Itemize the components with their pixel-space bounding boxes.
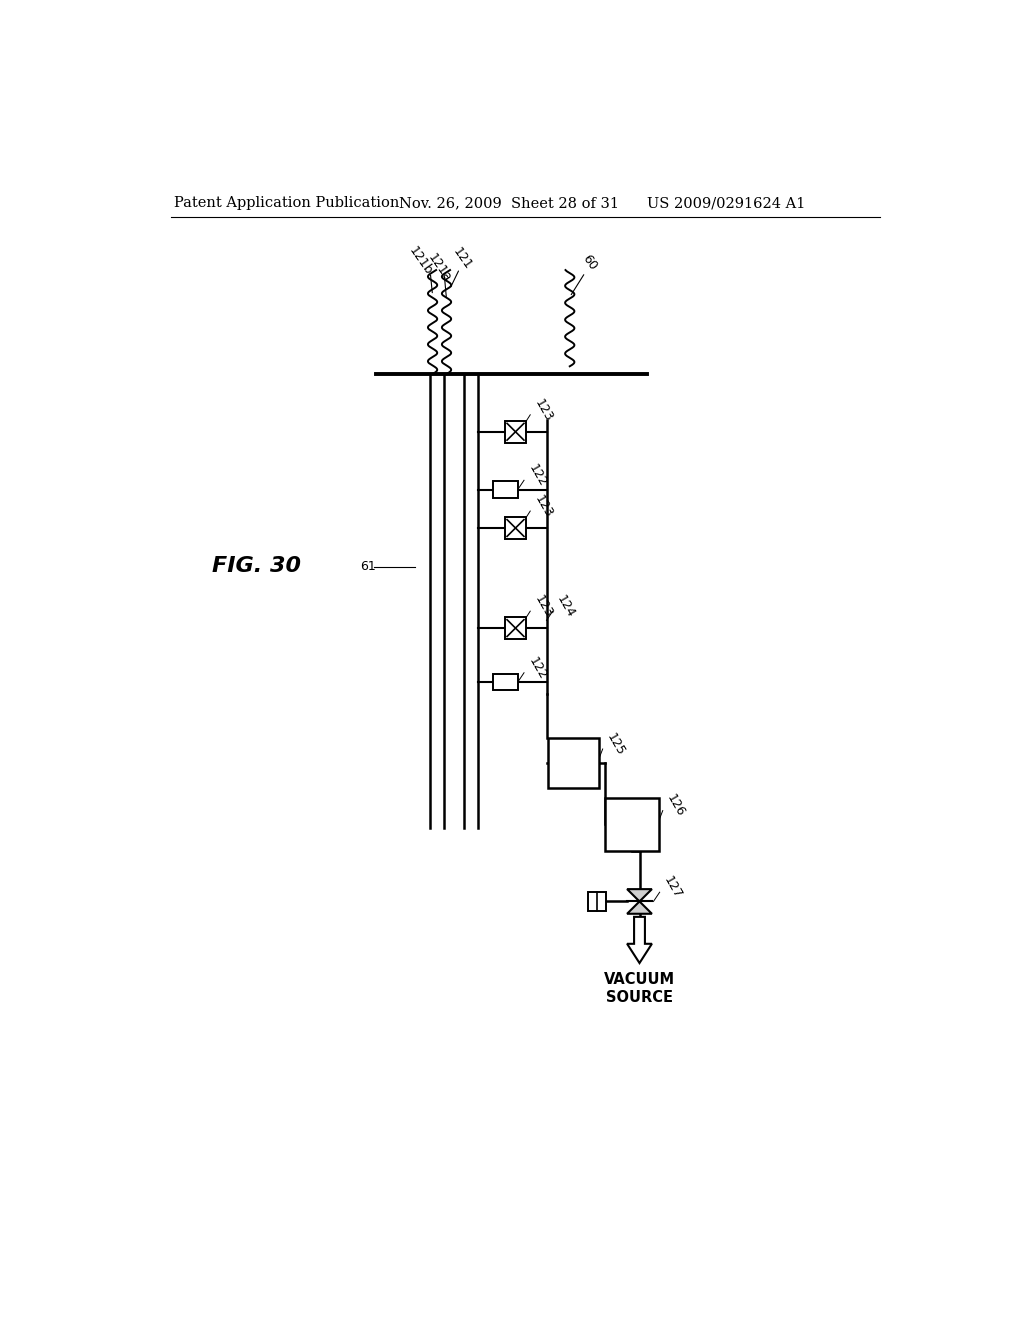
Text: US 2009/0291624 A1: US 2009/0291624 A1 bbox=[647, 197, 806, 210]
Text: VACUUM
SOURCE: VACUUM SOURCE bbox=[604, 973, 675, 1005]
Polygon shape bbox=[627, 902, 652, 913]
Bar bbox=[549, 738, 599, 788]
Text: 123: 123 bbox=[531, 397, 555, 424]
Bar bbox=[604, 797, 658, 851]
Bar bbox=[493, 480, 518, 498]
Text: 121a: 121a bbox=[425, 251, 454, 284]
Text: Nov. 26, 2009  Sheet 28 of 31: Nov. 26, 2009 Sheet 28 of 31 bbox=[399, 197, 620, 210]
Bar bbox=[505, 421, 526, 442]
Text: 124: 124 bbox=[554, 593, 578, 620]
Text: 123: 123 bbox=[531, 593, 555, 620]
Text: 122: 122 bbox=[525, 655, 549, 681]
Text: 127: 127 bbox=[662, 874, 684, 902]
Text: 126: 126 bbox=[665, 792, 687, 820]
Text: 121b: 121b bbox=[406, 244, 434, 277]
Text: 125: 125 bbox=[604, 731, 628, 758]
Polygon shape bbox=[627, 890, 652, 902]
Text: 123: 123 bbox=[531, 492, 555, 520]
Text: 60: 60 bbox=[580, 252, 599, 273]
Polygon shape bbox=[627, 917, 652, 964]
Text: Patent Application Publication: Patent Application Publication bbox=[174, 197, 400, 210]
Bar bbox=[588, 892, 606, 911]
Bar bbox=[505, 517, 526, 539]
Text: 121: 121 bbox=[451, 246, 475, 272]
Text: 122: 122 bbox=[525, 462, 549, 490]
Text: FIG. 30: FIG. 30 bbox=[212, 557, 301, 577]
Bar bbox=[505, 618, 526, 639]
Bar bbox=[493, 673, 518, 690]
Text: 61: 61 bbox=[360, 560, 376, 573]
